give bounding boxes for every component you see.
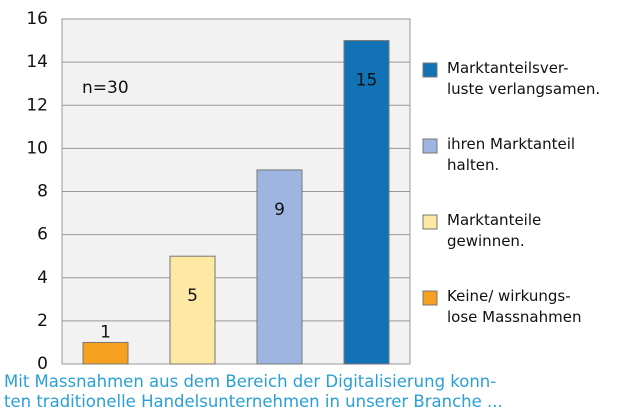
legend-swatch xyxy=(422,138,438,154)
bar xyxy=(169,255,216,365)
y-tick-label: 16 xyxy=(26,9,48,29)
data-label: 5 xyxy=(187,286,198,306)
legend-label: Marktanteilsver- luste verlangsamen. xyxy=(447,59,601,98)
data-label: 1 xyxy=(100,322,111,342)
legend-swatch xyxy=(422,290,438,306)
y-tick-label: 2 xyxy=(37,311,48,331)
data-label: 9 xyxy=(274,200,285,220)
y-tick-label: 12 xyxy=(26,95,48,115)
y-tick-label: 4 xyxy=(37,268,48,288)
bar xyxy=(82,341,129,365)
bar xyxy=(343,40,390,365)
legend-swatch xyxy=(422,62,438,78)
legend-swatch xyxy=(422,214,438,230)
y-tick-label: 6 xyxy=(37,225,48,245)
annotation: n=30 xyxy=(82,78,129,98)
bar xyxy=(256,169,303,365)
data-label: 15 xyxy=(356,71,378,91)
legend-label: Marktanteile gewinnen. xyxy=(447,211,542,250)
caption: Mit Massnahmen aus dem Bereich der Digit… xyxy=(4,372,503,411)
legend-label: Keine/ wirkungs- lose Massnahmen xyxy=(447,287,582,326)
y-tick-label: 14 xyxy=(26,52,48,72)
legend-label: ihren Marktanteil halten. xyxy=(447,135,576,174)
y-tick-label: 10 xyxy=(26,138,48,158)
y-tick-label: 8 xyxy=(37,182,48,202)
y-tick-label: 0 xyxy=(37,354,48,374)
